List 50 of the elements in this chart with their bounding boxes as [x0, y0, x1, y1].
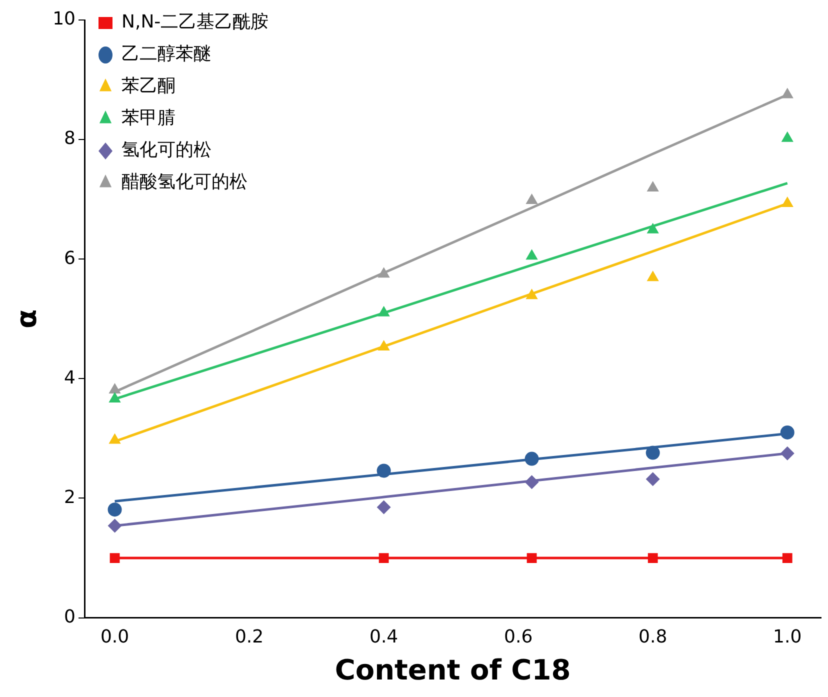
point: [526, 553, 537, 563]
point: [648, 553, 658, 563]
point: [526, 288, 538, 300]
point: [646, 446, 660, 460]
point: [378, 553, 389, 563]
y-tick-label: 6: [64, 248, 76, 269]
y-tick-label: 4: [64, 367, 76, 388]
point: [526, 249, 538, 260]
legend-label: 乙二醇苯醚: [122, 44, 212, 65]
legend-label: 醋酸氢化可的松: [122, 172, 248, 193]
point: [780, 446, 794, 460]
x-tick-label: 0.0: [100, 626, 130, 648]
point: [108, 433, 121, 444]
point: [108, 502, 122, 517]
x-tick-label: 0.8: [638, 626, 668, 648]
point: [782, 553, 792, 563]
y-axis-title: α: [10, 309, 44, 329]
point: [524, 475, 539, 490]
point: [646, 222, 659, 234]
point: [780, 425, 794, 440]
point: [376, 500, 391, 514]
point: [781, 131, 794, 142]
x-axis-title: Content of C18: [334, 653, 571, 686]
point: [646, 180, 659, 192]
point: [108, 518, 122, 533]
legend-label: 苯甲腈: [122, 108, 176, 129]
y-tick-label: 2: [64, 486, 76, 508]
y-tick-label: 8: [64, 128, 76, 150]
point: [108, 392, 121, 403]
legend-label: N,N-二乙基乙酰胺: [122, 12, 269, 33]
legend-label: 苯乙酮: [122, 76, 176, 97]
point: [781, 196, 794, 208]
point: [646, 270, 659, 282]
point: [524, 452, 539, 466]
x-tick-label: 0.2: [234, 626, 264, 648]
x-tick-label: 1.0: [773, 626, 802, 648]
x-tick-label: 0.6: [504, 626, 533, 648]
point: [646, 472, 660, 486]
legend-label: 氢化可的松: [122, 140, 212, 161]
point: [781, 88, 794, 98]
y-tick-label: 10: [52, 8, 76, 30]
y-tick-label: 0: [64, 606, 76, 628]
point: [110, 553, 120, 563]
point: [378, 340, 390, 350]
point: [376, 464, 391, 478]
point: [526, 194, 538, 204]
point: [108, 383, 121, 394]
point: [378, 267, 390, 278]
x-tick-label: 0.4: [369, 626, 398, 648]
point: [378, 306, 390, 316]
